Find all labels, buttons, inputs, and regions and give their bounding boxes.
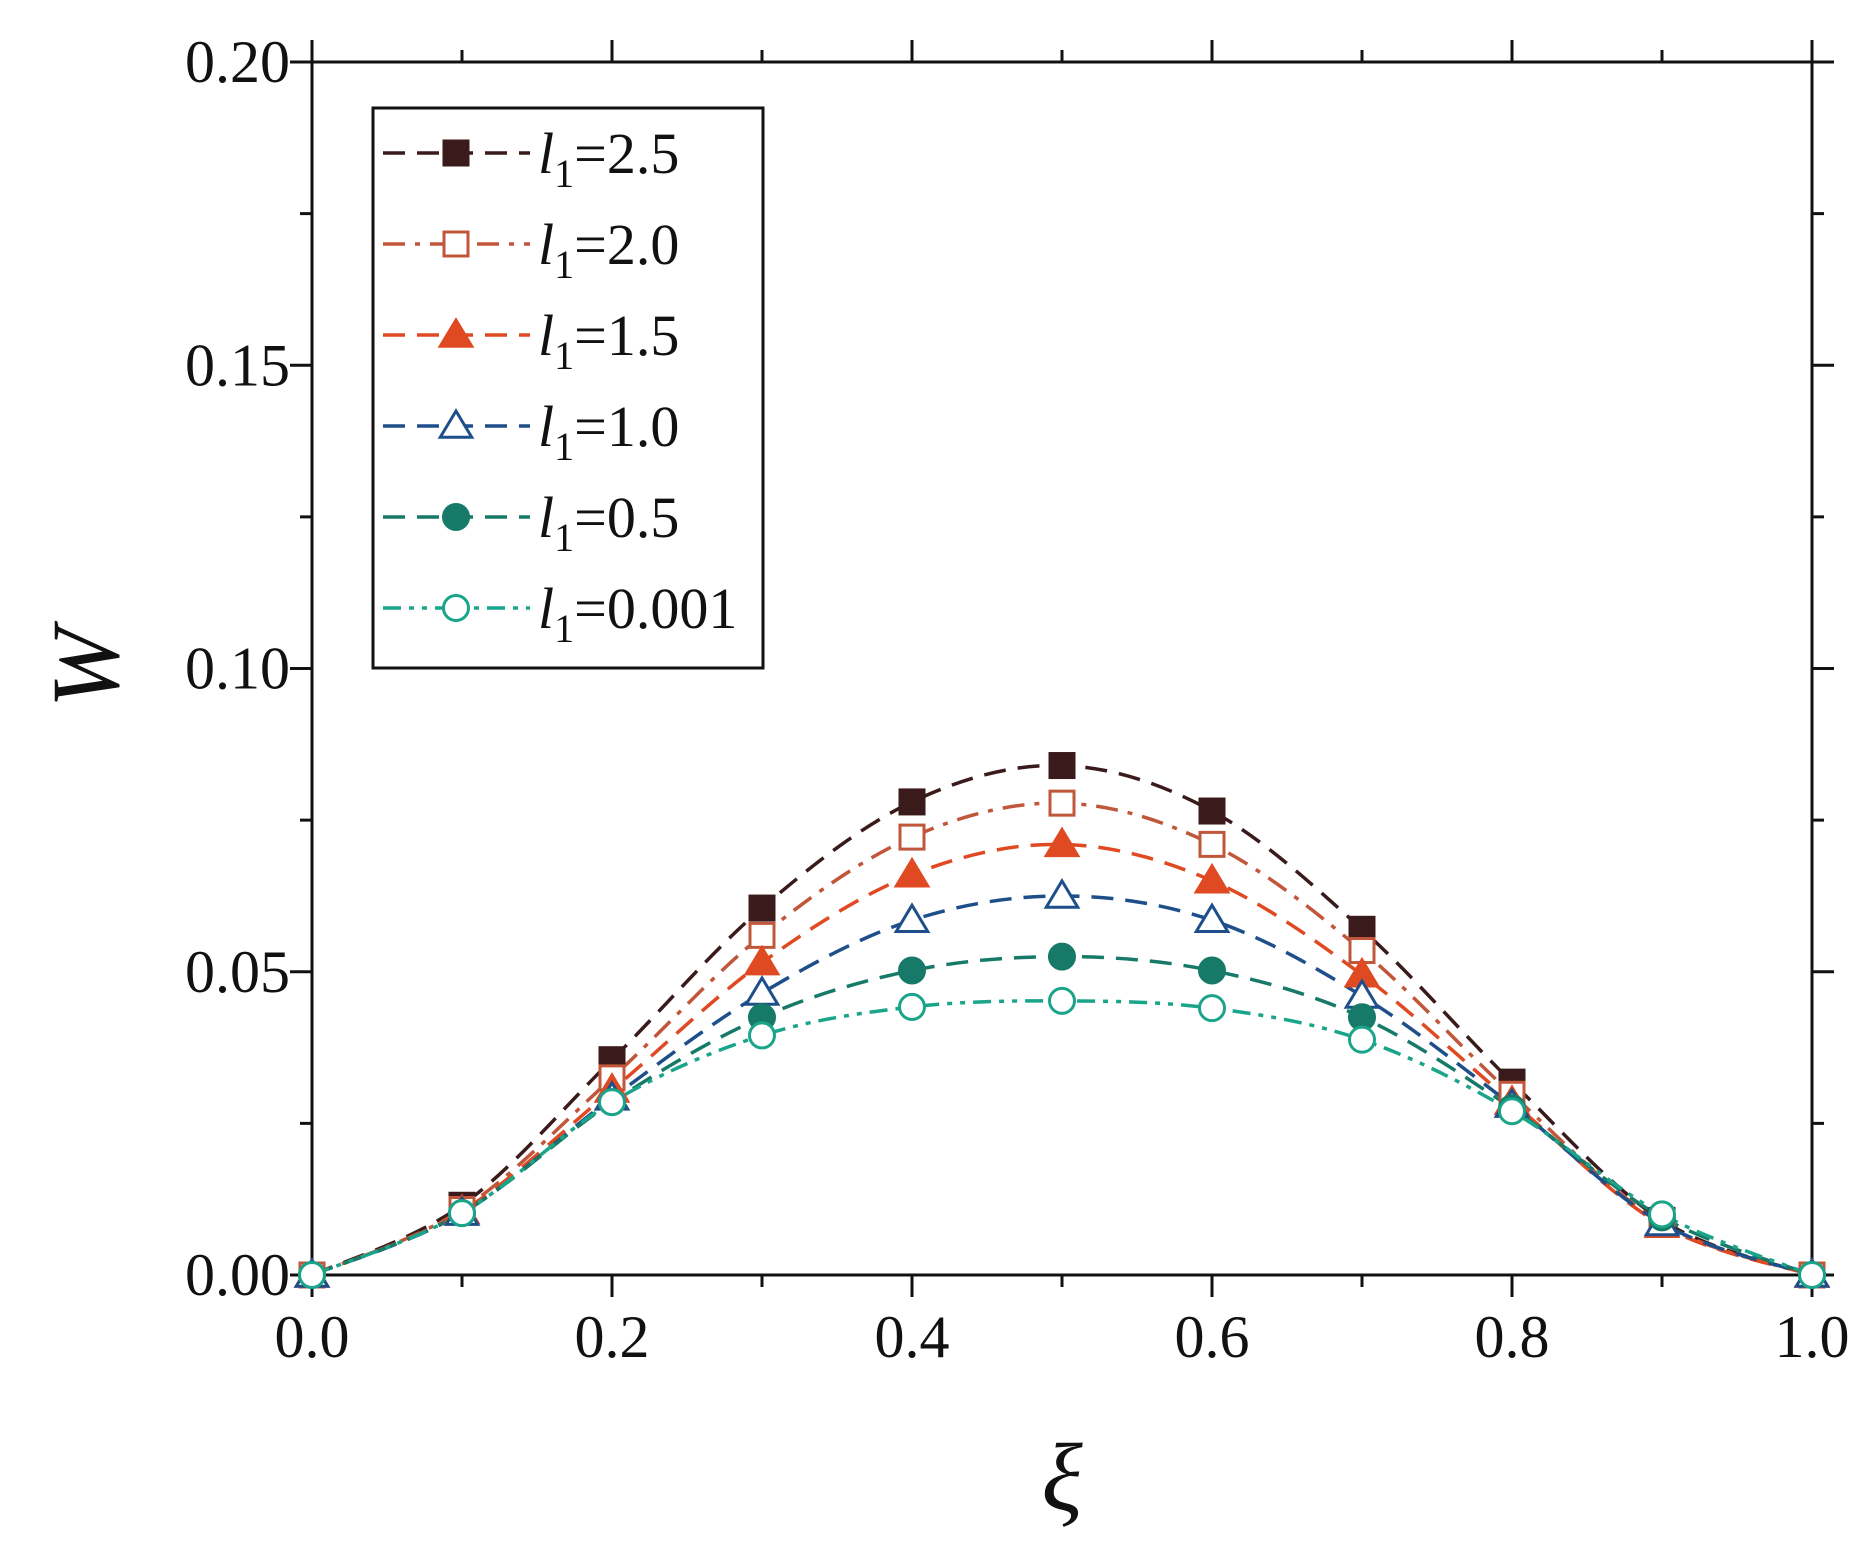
legend-label: l1=2.0 (538, 212, 679, 287)
x-axis-title: ξ (1041, 1424, 1083, 1531)
series-4-point (1193, 902, 1231, 933)
series-markers (293, 752, 1831, 1289)
legend-marker (442, 230, 470, 258)
series-4-point (743, 975, 781, 1006)
legend-subscript: 1 (554, 424, 574, 469)
series-6-point (1198, 994, 1226, 1023)
series-line-2 (311, 801, 1813, 1277)
legend-symbol: l (538, 485, 554, 550)
x-tick-label: 1.0 (1775, 1304, 1850, 1370)
series-2-point (1048, 789, 1076, 817)
x-tick-label: 0.0 (275, 1304, 350, 1370)
legend-value: =1.5 (574, 303, 679, 368)
legend-label: l1=1.0 (538, 394, 679, 469)
series-3-point (1043, 826, 1081, 858)
y-tick-label: 0.05 (185, 939, 290, 1005)
series-1-point (1048, 752, 1076, 780)
legend-subscript: 1 (554, 606, 574, 651)
x-tick-labels: 0.0 0.2 0.4 0.6 0.8 1.0 (275, 1304, 1850, 1370)
legend-value: =1.0 (574, 394, 679, 459)
y-axis-title: W (32, 620, 139, 708)
x-tick-label: 0.4 (875, 1304, 950, 1370)
series-6-point (1648, 1200, 1676, 1229)
legend-item: l1=2.0 (383, 212, 679, 287)
legend-symbol: l (538, 576, 554, 641)
y-tick-label: 0.10 (185, 636, 290, 702)
series-4-point (893, 902, 931, 933)
legend-subscript: 1 (554, 242, 574, 287)
legend-value: =2.0 (574, 212, 679, 277)
legend-value: =0.5 (574, 485, 679, 550)
legend-value: =0.001 (574, 576, 737, 641)
series-3-point (743, 944, 781, 976)
series-6-point (898, 992, 926, 1021)
series-1-point (1198, 797, 1226, 825)
series-6-point (448, 1199, 476, 1228)
legend-symbol: l (538, 212, 554, 277)
series-5-point (1048, 942, 1076, 971)
legend-item: l1=0.5 (383, 485, 679, 560)
series-6-point (1798, 1261, 1826, 1289)
legend-box (371, 106, 765, 670)
series-6-point (1498, 1097, 1526, 1126)
series-4-point (1043, 878, 1081, 909)
legend-label: l1=2.5 (538, 121, 679, 196)
x-tick-label: 0.2 (575, 1304, 650, 1370)
legend-label: l1=1.5 (538, 303, 679, 378)
legend-item: l1=1.5 (383, 303, 679, 378)
series-1-point (748, 894, 776, 922)
series-line-3 (311, 842, 1813, 1277)
series-2-point (1198, 830, 1226, 858)
x-tick-label: 0.8 (1475, 1304, 1550, 1370)
series-6-point (298, 1261, 326, 1289)
series-1-point (898, 788, 926, 816)
legend-subscript: 1 (554, 151, 574, 196)
legend-marker (442, 503, 470, 531)
legend-item: l1=0.001 (383, 576, 737, 651)
legend-label: l1=0.5 (538, 485, 679, 560)
legend-marker (442, 139, 470, 167)
legend-item: l1=1.0 (383, 394, 679, 469)
legend-symbol: l (538, 121, 554, 186)
y-tick-labels: 0.00 0.05 0.10 0.15 0.20 (185, 29, 290, 1308)
series-5-point (1198, 956, 1226, 985)
legend-subscript: 1 (554, 515, 574, 560)
series-2-point (898, 823, 926, 851)
legend-value: =2.5 (574, 121, 679, 186)
series-2-point (748, 921, 776, 949)
series-6-point (1348, 1025, 1376, 1054)
x-tick-label: 0.6 (1175, 1304, 1250, 1370)
legend-marker (442, 594, 470, 622)
series-3-point (893, 856, 931, 888)
series-6-point (748, 1021, 776, 1050)
legend-label: l1=0.001 (538, 576, 737, 651)
legend-symbol: l (538, 303, 554, 368)
series-6-point (598, 1088, 626, 1117)
legend-marker (437, 408, 475, 439)
legend-subscript: 1 (554, 333, 574, 378)
y-tick-label: 0.15 (185, 332, 290, 398)
series-line-6 (311, 999, 1813, 1277)
legend-symbol: l (538, 394, 554, 459)
legend-item: l1=2.5 (383, 121, 679, 196)
y-tick-label: 0.20 (185, 29, 290, 95)
series-3-point (1193, 862, 1231, 894)
legend-marker (437, 317, 475, 348)
y-tick-label: 0.00 (185, 1242, 290, 1308)
series-5-point (898, 956, 926, 985)
legend: l1=2.5l1=2.0l1=1.5l1=1.0l1=0.5l1=0.001 (371, 106, 765, 670)
series-6-point (1048, 986, 1076, 1015)
